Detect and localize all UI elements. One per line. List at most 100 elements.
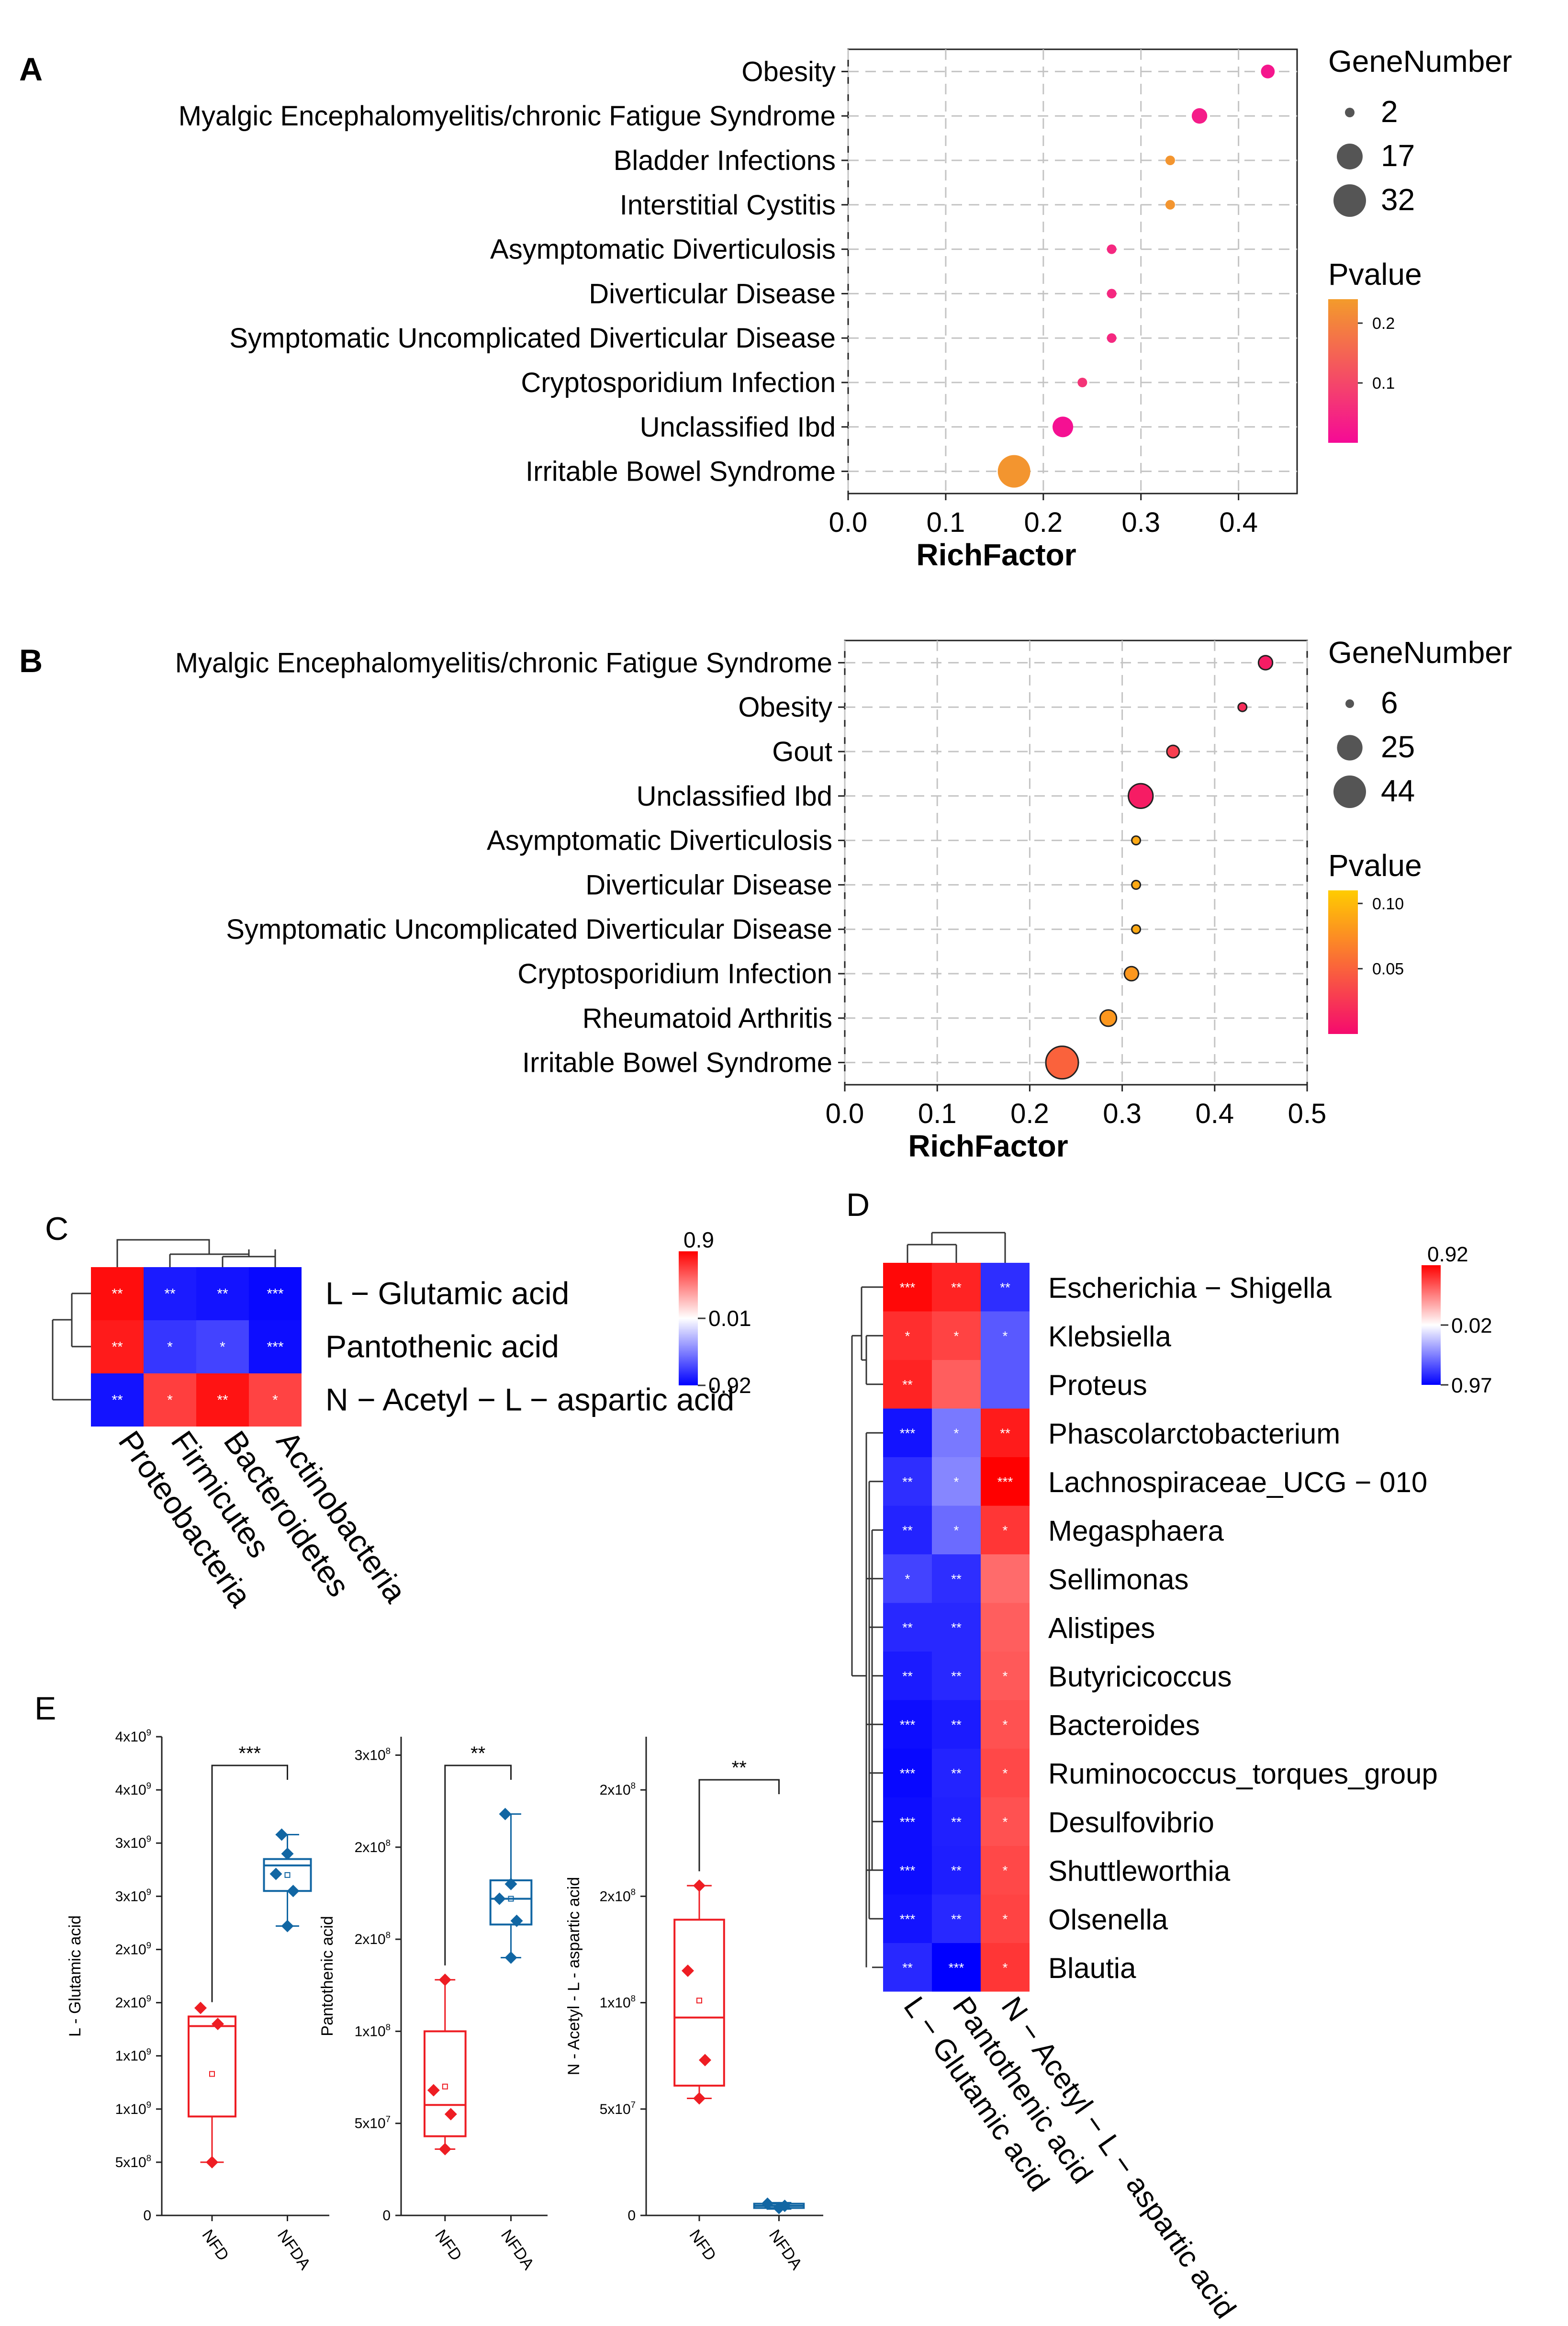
column-dendrogram bbox=[907, 1232, 1006, 1263]
significance-mark: * bbox=[167, 1393, 173, 1408]
data-point bbox=[510, 1914, 523, 1927]
significance-mark: *** bbox=[900, 1814, 916, 1829]
heatmap-cell bbox=[981, 1846, 1030, 1895]
y-tick-label: 2x108 bbox=[600, 1887, 636, 1905]
y-category-label: Cryptosporidium Infection bbox=[521, 367, 836, 398]
y-category-label: Myalgic Encephalomyelitis/chronic Fatigu… bbox=[179, 101, 836, 132]
row-label: Alistipes bbox=[1048, 1612, 1155, 1644]
y-category-label: Bladder Infections bbox=[614, 145, 836, 176]
significance-mark: ** bbox=[1000, 1426, 1010, 1440]
size-legend-symbol bbox=[1337, 735, 1363, 761]
data-point bbox=[504, 1951, 517, 1964]
y-tick-label: 5x107 bbox=[600, 2100, 636, 2117]
heatmap-cell bbox=[883, 1943, 932, 1992]
y-tick-label: 1x108 bbox=[355, 2022, 391, 2040]
significance-mark: * bbox=[167, 1339, 173, 1355]
colorbar-label-max: 0.9 bbox=[683, 1227, 714, 1252]
y-tick-label: 3x109 bbox=[115, 1834, 151, 1852]
colorbar-tick-label: 0.10 bbox=[1372, 895, 1404, 913]
heatmap-cell bbox=[883, 1263, 932, 1312]
heatmap-cell bbox=[981, 1894, 1030, 1943]
size-legend-symbol bbox=[1345, 108, 1355, 117]
significance-mark: * bbox=[1003, 1328, 1008, 1343]
significance-mark: ** bbox=[951, 1572, 962, 1586]
heatmap-c: ** ** ** ***** * * ***** * ** *L − Glutamic acidP… bbox=[52, 1227, 751, 1613]
significance-label: ** bbox=[470, 1743, 485, 1764]
y-tick-label: 3x109 bbox=[115, 1887, 151, 1905]
heatmap-cell bbox=[91, 1373, 144, 1427]
data-point bbox=[1237, 702, 1248, 712]
significance-mark: *** bbox=[900, 1280, 916, 1295]
box bbox=[673, 1919, 725, 2087]
mean-marker bbox=[442, 2083, 448, 2090]
plot-frame bbox=[847, 48, 1298, 494]
heatmap-cell bbox=[196, 1267, 249, 1320]
data-point bbox=[206, 2156, 218, 2169]
significance-bracket bbox=[444, 1764, 512, 1966]
heatmap-cell bbox=[981, 1797, 1030, 1846]
y-tick-label: 1x109 bbox=[115, 2100, 151, 2117]
data-point bbox=[499, 1808, 512, 1820]
heatmap-cell bbox=[249, 1320, 302, 1373]
heatmap-cell bbox=[883, 1846, 932, 1895]
data-point bbox=[504, 1877, 517, 1890]
heatmap-cell bbox=[883, 1797, 932, 1846]
heatmap-cell bbox=[981, 1263, 1030, 1312]
heatmap-cell bbox=[144, 1373, 196, 1427]
x-tick-label: NFD bbox=[198, 2226, 232, 2264]
heatmap-cell bbox=[932, 1797, 981, 1846]
significance-mark: * bbox=[1003, 1669, 1008, 1684]
row-label: Pantothenic acid bbox=[325, 1329, 559, 1364]
colorbar-label-mid: 0.02 bbox=[1451, 1314, 1492, 1337]
heatmap-cell bbox=[144, 1267, 196, 1320]
panel-label-c: C bbox=[45, 1211, 68, 1247]
heatmap-cell bbox=[932, 1506, 981, 1554]
significance-mark: ** bbox=[951, 1863, 962, 1878]
significance-mark: * bbox=[1003, 1863, 1008, 1878]
row-label: Shuttleworthia bbox=[1048, 1855, 1231, 1887]
data-point bbox=[1123, 966, 1140, 982]
heatmap-cell bbox=[981, 1506, 1030, 1554]
heatmap-cell bbox=[981, 1554, 1030, 1603]
heatmap-cell bbox=[883, 1506, 932, 1554]
column-dendrogram bbox=[116, 1239, 276, 1267]
y-tick-label: 1x109 bbox=[115, 2046, 151, 2064]
heatmap-cell bbox=[883, 1457, 932, 1506]
heatmap-cell bbox=[981, 1603, 1030, 1652]
heatmap-cell bbox=[932, 1846, 981, 1895]
y-tick-label: 4x109 bbox=[115, 1781, 151, 1798]
data-point bbox=[1131, 835, 1142, 846]
size-legend-label: 2 bbox=[1381, 94, 1398, 129]
data-point bbox=[1257, 655, 1274, 671]
heatmap-cell bbox=[144, 1320, 196, 1373]
panel-label-b: B bbox=[19, 643, 43, 679]
y-category-label: Myalgic Encephalomyelitis/chronic Fatigu… bbox=[175, 647, 832, 678]
y-tick-label: 0 bbox=[143, 2208, 151, 2224]
heatmap-cell bbox=[883, 1603, 932, 1652]
significance-mark: ** bbox=[951, 1717, 962, 1732]
y-tick-label: 2x109 bbox=[115, 1993, 151, 2011]
heatmap-cell bbox=[932, 1360, 981, 1409]
colorbar-label-min: 0.97 bbox=[1451, 1374, 1492, 1397]
heatmap-cell bbox=[981, 1457, 1030, 1506]
significance-mark: *** bbox=[900, 1426, 916, 1440]
y-tick-label: 5x107 bbox=[355, 2114, 391, 2132]
x-tick-label: 0.0 bbox=[829, 507, 868, 538]
significance-mark: ** bbox=[951, 1814, 962, 1829]
row-label: Butyricicoccus bbox=[1048, 1661, 1232, 1693]
y-category-label: Asymptomatic Diverticulosis bbox=[487, 825, 832, 856]
significance-mark: ** bbox=[112, 1339, 123, 1355]
significance-mark: *** bbox=[949, 1960, 964, 1975]
significance-label: ** bbox=[732, 1757, 747, 1778]
data-point bbox=[1107, 289, 1117, 299]
data-point bbox=[275, 1828, 288, 1841]
heatmap-cell bbox=[883, 1408, 932, 1457]
data-point bbox=[1261, 65, 1275, 79]
data-point bbox=[1131, 879, 1142, 890]
significance-mark: ** bbox=[951, 1669, 962, 1684]
heatmap-cell bbox=[932, 1408, 981, 1457]
significance-mark: * bbox=[220, 1339, 225, 1355]
colorbar-label-max: 0.92 bbox=[1427, 1243, 1468, 1266]
y-axis-label: Pantothenic acid bbox=[318, 1916, 336, 2036]
